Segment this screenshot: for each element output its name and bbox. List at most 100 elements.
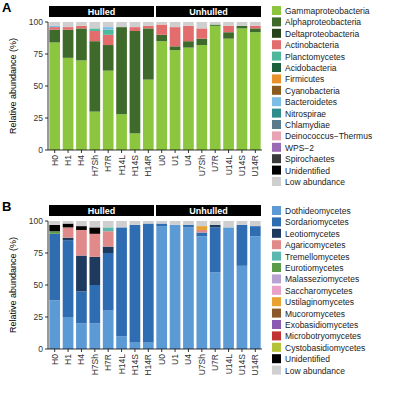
y-tick-label: 100 [29,17,43,27]
bar-segment [63,238,74,241]
x-tick-label: H14R [143,354,153,376]
x-tick [215,349,216,352]
bar-segment [183,48,194,150]
y-tick [45,253,48,254]
group-header [49,6,154,17]
y-tick-label: 50 [34,280,44,290]
legend-label: Gammaproteobacteria [285,6,370,16]
bar-segment [63,240,74,317]
group-label: Hulled [88,206,116,216]
bar-segment [143,343,154,349]
x-axis [48,150,262,151]
y-tick [45,22,48,23]
x-tick-label: U1 [170,354,180,365]
y-tick-label: 100 [29,216,43,226]
group-header [156,6,261,17]
x-tick [54,150,55,153]
bars [49,221,260,349]
bar-segment [250,236,261,349]
legend-label: Mucoromycetes [285,309,345,319]
bar-segment [143,26,154,29]
bar-segment [210,26,221,150]
y-tick-label: 50 [34,81,44,91]
bar-segment [49,231,60,234]
legend-swatch [272,120,281,129]
bar-segment [223,22,234,26]
x-tick [215,150,216,153]
bar-segment [183,225,194,228]
x-tick [81,349,82,352]
bar-segment [49,225,60,231]
x-tick-label: U7Sh [197,354,207,376]
bar-segment [223,221,234,227]
x-tick-label: U0 [157,155,167,166]
y-tick [45,54,48,55]
y-tick [45,317,48,318]
bar-segment [130,31,141,133]
bar-segment [49,22,60,26]
x-tick [241,150,242,153]
bar-segment [89,257,100,285]
bar-segment [130,221,141,225]
group-label: Unhulled [189,7,228,17]
bar-segment [196,221,207,226]
x-tick [68,349,69,352]
bar-segment [89,22,100,28]
legend-label: Alphaproteobacteria [285,17,361,27]
bar-segment [116,114,127,150]
bar-segment [116,336,127,349]
y-tick [45,86,48,87]
bar-segment [183,221,194,225]
bar-segment [63,224,74,228]
x-tick-label: H14S [130,155,140,177]
x-tick-label: U14S [237,354,247,376]
x-tick [148,349,149,352]
bar-segment [63,58,74,150]
bar-segment [237,266,248,349]
x-tick [161,349,162,352]
legend-swatch [272,143,281,152]
bar-segment [237,28,248,150]
x-tick [175,150,176,153]
bar-segment [237,221,248,225]
x-tick-label: H1 [63,354,73,365]
y-tick [45,349,48,350]
x-tick-label: H14S [130,354,140,376]
x-tick-label: U14R [250,155,260,177]
x-tick [94,150,95,153]
x-tick-label: U14L [224,155,234,176]
x-tick [81,150,82,153]
y-tick [45,221,48,222]
legend-label: Dothideomycetes [285,206,351,216]
legend-label: Planctomycetes [285,52,345,62]
bar-segment [49,234,60,301]
legend-swatch [272,131,281,140]
legend-swatch [272,29,281,38]
x-tick-label: H7Sh [90,155,100,177]
legend-swatch [272,263,281,272]
bar-segment [103,231,114,246]
y-tick [45,285,48,286]
x-tick [134,349,135,352]
bar-segment [143,28,154,79]
bar-segment [250,226,261,236]
x-tick [188,349,189,352]
legend-swatch [272,320,281,329]
x-tick-label: U14S [237,155,247,177]
bar-segment [103,247,114,253]
legend-swatch [272,366,281,375]
bar-segment [49,221,60,225]
bar-segment [63,227,74,237]
legend-swatch [272,74,281,83]
x-tick [108,150,109,153]
bar-segment [49,30,60,43]
bar-segment [183,22,194,26]
legend-label: Agaricomycetes [285,240,345,250]
bar-segment [49,300,60,349]
group-header [156,205,261,216]
bar-segment [76,221,87,226]
bar-segment [76,28,87,60]
legend-label: Deltaproteobacteria [285,29,359,39]
x-tick [148,150,149,153]
bar-segment [156,22,167,25]
